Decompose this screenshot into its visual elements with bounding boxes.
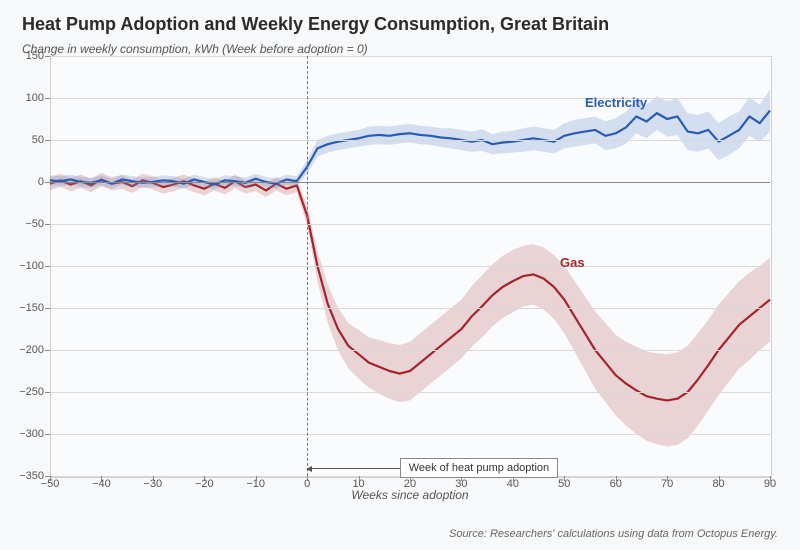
ytick-label: −300 (8, 428, 44, 440)
xtick-label: −30 (144, 478, 163, 490)
ytick-label: 50 (8, 134, 44, 146)
ytick-mark (45, 140, 50, 141)
series-label: Gas (560, 255, 585, 270)
gridline (50, 140, 770, 141)
ytick-label: −150 (8, 302, 44, 314)
xtick-label: 80 (712, 478, 724, 490)
ytick-mark (45, 266, 50, 267)
zero-line (50, 182, 770, 183)
xtick-label: 30 (455, 478, 467, 490)
xtick-label: 60 (610, 478, 622, 490)
gridline (50, 266, 770, 267)
xtick-label: −50 (41, 478, 60, 490)
chart-container: Heat Pump Adoption and Weekly Energy Con… (0, 0, 800, 550)
ytick-mark (45, 224, 50, 225)
ytick-label: −200 (8, 344, 44, 356)
chart-subtitle: Change in weekly consumption, kWh (Week … (22, 42, 368, 56)
ytick-mark (45, 392, 50, 393)
gridline (50, 308, 770, 309)
series-label: Electricity (585, 95, 647, 110)
adoption-vline (307, 56, 308, 476)
ytick-mark (45, 350, 50, 351)
ytick-label: −350 (8, 470, 44, 482)
gridline (50, 56, 770, 57)
gridline (50, 392, 770, 393)
xtick-label: 70 (661, 478, 673, 490)
ytick-mark (45, 56, 50, 57)
gridline (50, 98, 770, 99)
xtick-label: −20 (195, 478, 214, 490)
ytick-label: −100 (8, 260, 44, 272)
gridline (50, 434, 770, 435)
xtick-label: 50 (558, 478, 570, 490)
ytick-label: −250 (8, 386, 44, 398)
xtick-label: 0 (304, 478, 310, 490)
xtick-label: 20 (404, 478, 416, 490)
xtick-label: 90 (764, 478, 776, 490)
xtick-label: −40 (92, 478, 111, 490)
gridline (50, 224, 770, 225)
xtick-label: 10 (352, 478, 364, 490)
annotation-arrow (311, 468, 400, 469)
x-axis-label: Weeks since adoption (50, 488, 770, 502)
source-text: Source: Researchers' calculations using … (449, 528, 778, 540)
series-band (50, 173, 770, 447)
annotation-box: Week of heat pump adoption (400, 458, 558, 478)
ytick-label: 0 (8, 176, 44, 188)
ytick-label: 100 (8, 92, 44, 104)
chart-title: Heat Pump Adoption and Weekly Energy Con… (22, 14, 609, 35)
ytick-label: 150 (8, 50, 44, 62)
ytick-label: −50 (8, 218, 44, 230)
gridline (50, 350, 770, 351)
ytick-mark (45, 308, 50, 309)
xtick-label: 40 (507, 478, 519, 490)
ytick-mark (45, 98, 50, 99)
xtick-label: −10 (246, 478, 265, 490)
ytick-mark (45, 434, 50, 435)
